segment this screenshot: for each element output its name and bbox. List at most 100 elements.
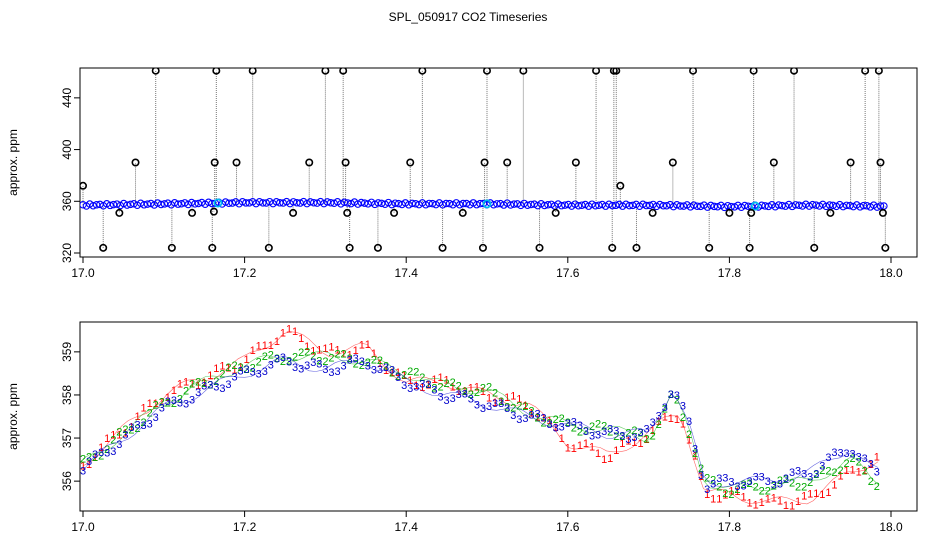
baseline-point bbox=[724, 201, 732, 210]
series-3-point: 3 bbox=[262, 366, 268, 378]
series-1-point: 1 bbox=[492, 397, 498, 409]
baseline-point bbox=[259, 199, 267, 207]
baseline-point bbox=[673, 201, 681, 209]
series-1-point: 1 bbox=[237, 362, 243, 374]
spike-point bbox=[373, 243, 382, 252]
series-2-point: 2 bbox=[486, 382, 492, 394]
series-1-point: 1 bbox=[456, 386, 462, 398]
series-3-point: 3 bbox=[789, 467, 795, 479]
series-3-point: 3 bbox=[607, 424, 613, 436]
series-3-point: 3 bbox=[177, 398, 183, 410]
highlight-point bbox=[750, 201, 760, 211]
series-3-point: 3 bbox=[522, 413, 528, 425]
spike-point bbox=[212, 68, 221, 75]
series-3-point: 3 bbox=[807, 472, 813, 484]
series-3-point: 3 bbox=[625, 434, 631, 446]
series-3-point: 3 bbox=[747, 476, 753, 488]
series-2-point: 2 bbox=[80, 454, 86, 466]
series-1-point: 1 bbox=[110, 429, 116, 441]
series-2-point: 2 bbox=[225, 362, 231, 374]
series-1-point: 1 bbox=[359, 339, 365, 351]
series-2-point: 2 bbox=[389, 368, 395, 380]
series-1-point: 1 bbox=[559, 433, 565, 445]
series-3-point: 3 bbox=[207, 379, 213, 391]
series-2-point: 2 bbox=[195, 376, 201, 388]
series-2-point: 2 bbox=[256, 357, 262, 369]
y-tick-label: 320 bbox=[60, 243, 74, 263]
series-3-point: 3 bbox=[571, 416, 577, 428]
series-3-point: 3 bbox=[219, 383, 225, 395]
series-1-point: 1 bbox=[583, 438, 589, 450]
series-3-point: 3 bbox=[341, 361, 347, 373]
series-1-point: 1 bbox=[425, 379, 431, 391]
baseline-point bbox=[374, 199, 382, 207]
series-2-point: 2 bbox=[819, 465, 825, 477]
series-2-point: 2 bbox=[734, 484, 740, 496]
series-2-point: 2 bbox=[456, 381, 462, 393]
series-1-point: 1 bbox=[286, 323, 292, 335]
y-tick-label: 400 bbox=[60, 139, 74, 159]
series-2-point: 2 bbox=[856, 457, 862, 469]
series-3-point: 3 bbox=[613, 425, 619, 437]
baseline-point bbox=[422, 201, 430, 209]
series-2-point: 2 bbox=[413, 367, 419, 379]
series-2-point: 2 bbox=[274, 353, 280, 365]
baseline-point bbox=[357, 198, 366, 207]
series-2-point: 2 bbox=[765, 485, 771, 497]
series-3-point: 3 bbox=[310, 357, 316, 369]
series-1-point: 1 bbox=[686, 434, 692, 446]
series-2-point: 2 bbox=[280, 356, 286, 368]
series-2-point: 2 bbox=[134, 423, 140, 435]
series-3-point: 3 bbox=[201, 381, 207, 393]
series-1-point: 1 bbox=[728, 485, 734, 497]
series-1-point: 1 bbox=[759, 497, 765, 509]
chart-panel-1: 17.0 17.2 17.4 17.6 17.8 18.0 320 360 400 440 appr… bbox=[6, 67, 918, 280]
series-3-point: 3 bbox=[304, 360, 310, 372]
series-2-point: 2 bbox=[553, 414, 559, 426]
series-1-point: 1 bbox=[298, 333, 304, 345]
series-2-point: 2 bbox=[753, 482, 759, 494]
baseline-point bbox=[459, 199, 467, 208]
baseline-point bbox=[557, 201, 566, 210]
baseline-point bbox=[591, 201, 600, 210]
series-1-point: 1 bbox=[777, 496, 783, 508]
spike-point bbox=[861, 68, 870, 75]
series-1-point: 1 bbox=[437, 372, 443, 384]
series-1-point: 1 bbox=[783, 500, 789, 512]
baseline-point bbox=[859, 201, 868, 210]
series-2-point: 2 bbox=[813, 469, 819, 481]
series-1-point: 1 bbox=[637, 438, 643, 450]
baseline-point bbox=[527, 200, 535, 209]
series-3-point: 3 bbox=[80, 466, 86, 478]
series-2-point: 2 bbox=[383, 361, 389, 373]
series-2-point: 2 bbox=[747, 478, 753, 490]
baseline-point bbox=[574, 201, 583, 210]
baseline-point bbox=[876, 202, 885, 210]
x-tick-label: 17.2 bbox=[233, 520, 257, 534]
series-3-point: 3 bbox=[86, 456, 92, 468]
series-1-point: 1 bbox=[868, 459, 874, 471]
series-2-point: 2 bbox=[231, 360, 237, 372]
series-3-point: 3 bbox=[583, 426, 589, 438]
series-2-point: 2 bbox=[153, 400, 159, 412]
series-1-point: 1 bbox=[674, 414, 680, 426]
series-2-point: 2 bbox=[128, 424, 134, 436]
spike-point bbox=[210, 158, 219, 167]
series-3-point: 3 bbox=[359, 356, 365, 368]
series-1-point: 1 bbox=[316, 345, 322, 357]
series-3-point: 3 bbox=[819, 460, 825, 472]
baseline-point bbox=[690, 201, 698, 209]
series-3-point: 3 bbox=[868, 458, 874, 470]
series-3-point: 3 bbox=[813, 468, 819, 480]
series-1-point: 1 bbox=[322, 343, 328, 355]
spike-point bbox=[668, 158, 677, 167]
series-2-point: 2 bbox=[334, 348, 340, 360]
series-3-point: 3 bbox=[777, 479, 783, 491]
spike-point bbox=[826, 208, 835, 217]
series-3-point: 3 bbox=[837, 447, 843, 459]
series-3-point: 3 bbox=[389, 365, 395, 377]
series-2-point: 2 bbox=[437, 381, 443, 393]
series-1-point: 1 bbox=[292, 326, 298, 338]
